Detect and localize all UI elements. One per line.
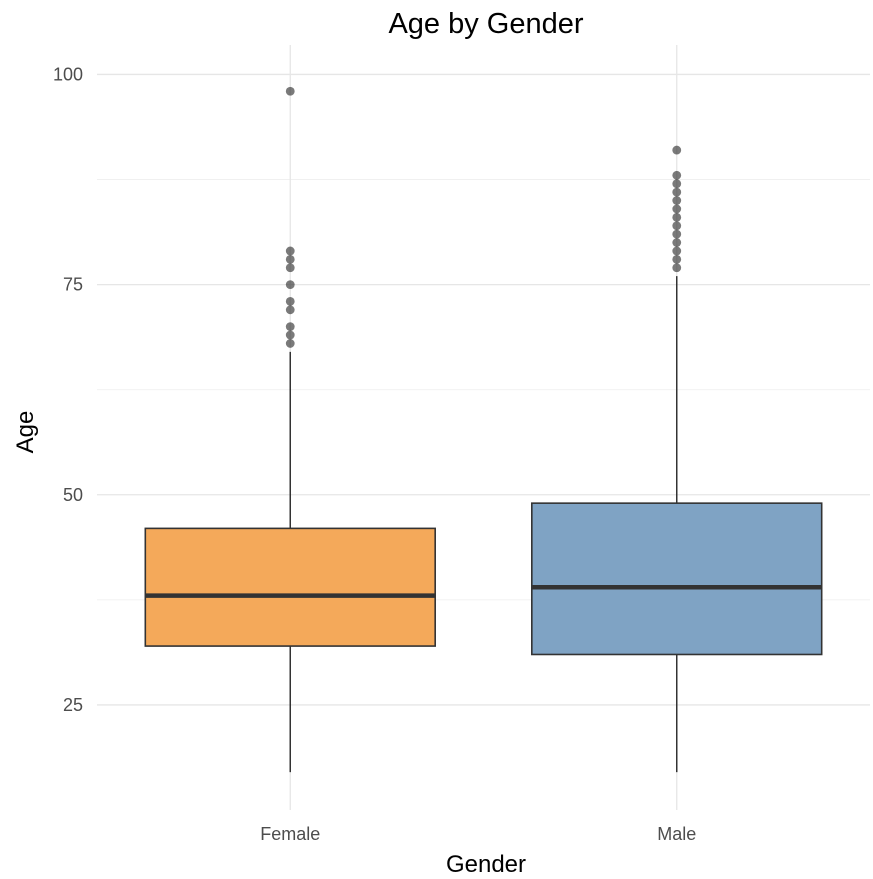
outliers: [285, 86, 682, 348]
x-tick-label: Male: [657, 824, 696, 844]
x-axis-title: Gender: [446, 851, 526, 878]
y-tick-label: 25: [63, 695, 83, 715]
outlier-point: [285, 339, 295, 348]
outlier-point: [672, 229, 682, 239]
x-axis-ticks: Female Male: [260, 824, 696, 844]
outlier-point: [285, 263, 295, 273]
outlier-point: [285, 246, 295, 256]
outlier-point: [285, 330, 295, 340]
outlier-point: [285, 305, 295, 315]
outlier-point: [285, 322, 295, 332]
chart-title: Age by Gender: [388, 8, 583, 40]
outlier-point: [672, 246, 682, 256]
outlier-point: [672, 179, 682, 189]
box-female: [144, 527, 436, 647]
outlier-point: [285, 280, 295, 289]
y-axis-ticks: 25 50 75 100: [53, 64, 83, 714]
outlier-point: [672, 145, 682, 155]
outlier-point: [672, 196, 682, 205]
y-tick-label: 50: [63, 485, 83, 505]
outlier-point: [285, 86, 295, 96]
y-tick-label: 100: [53, 64, 83, 84]
boxes: [144, 502, 823, 656]
outlier-point: [285, 297, 295, 306]
outlier-point: [672, 238, 682, 247]
y-tick-label: 75: [63, 275, 83, 295]
outlier-point: [672, 263, 682, 273]
outlier-point: [672, 254, 682, 264]
outlier-point: [672, 204, 682, 214]
outlier-point: [672, 212, 682, 222]
outlier-point: [672, 170, 682, 180]
x-tick-label: Female: [260, 824, 320, 844]
grid: [97, 45, 870, 810]
whiskers: [289, 276, 678, 773]
outlier-point: [285, 254, 295, 264]
box-male: [531, 502, 823, 656]
y-axis-title: Age: [12, 411, 39, 454]
outlier-point: [672, 187, 682, 197]
outlier-point: [672, 221, 682, 231]
